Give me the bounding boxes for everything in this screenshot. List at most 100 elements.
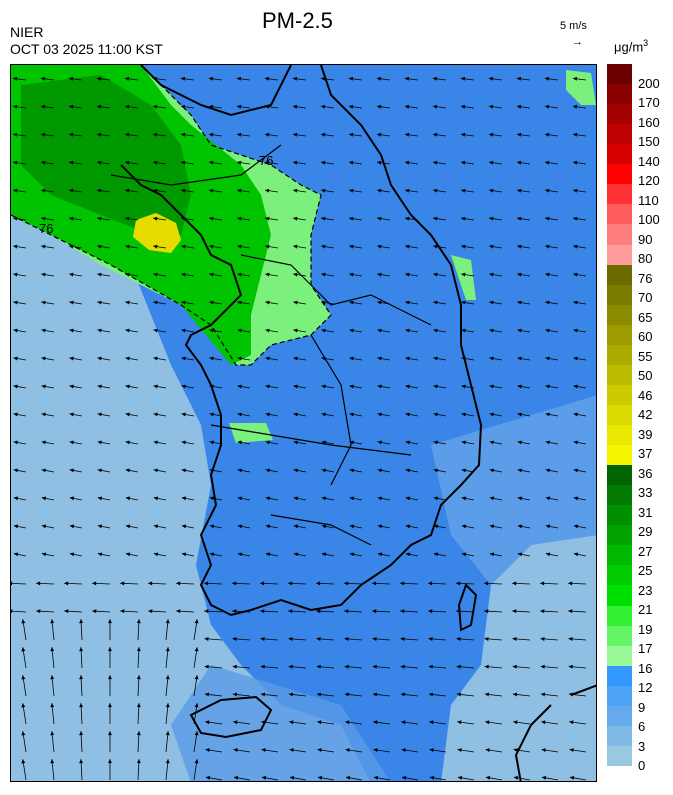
pm25-map[interactable]: 76 76 <box>10 64 597 782</box>
wind-arrow-head <box>13 188 18 193</box>
wind-arrow-head <box>344 636 349 641</box>
wind-arrow-head <box>461 356 466 361</box>
wind-arrow-head <box>344 581 349 586</box>
wind-arrow-head <box>461 188 466 193</box>
wind-arrow-head <box>69 412 74 417</box>
wind-arrow-head <box>461 272 466 277</box>
wind-arrow-head <box>513 720 518 725</box>
colorbar-cell <box>607 224 632 245</box>
wind-arrow-head <box>321 440 326 445</box>
colorbar-cell <box>607 384 632 406</box>
colorbar-cell <box>607 144 632 165</box>
wind-arrow-head <box>321 300 326 305</box>
wind-arrow-head <box>148 609 153 614</box>
wind-arrow-head <box>237 552 243 557</box>
wind-arrow-head <box>209 468 214 473</box>
colorbar-cell <box>607 344 632 366</box>
wind-arrow-head <box>165 759 170 764</box>
tsushima-island <box>457 583 478 632</box>
wind-arrow-head <box>237 244 242 249</box>
wind-arrow-head <box>428 581 433 586</box>
colorbar-label: 16 <box>638 660 653 676</box>
wind-arrow-head <box>204 664 209 669</box>
wind-arrow-head <box>204 636 209 641</box>
colorbar-cell <box>607 284 632 306</box>
wind-arrow-head <box>237 328 242 333</box>
wind-arrow-head <box>517 412 522 417</box>
colorbar-cell <box>607 565 632 586</box>
colorbar-label: 39 <box>638 426 653 442</box>
wind-arrow-head <box>433 188 438 193</box>
wind-arrow-head <box>540 609 545 614</box>
colorbar-label: 6 <box>638 719 646 735</box>
wind-arrow-head <box>516 104 522 109</box>
colorbar-label: 65 <box>638 309 653 325</box>
wind-arrow-head <box>512 581 517 586</box>
wind-arrow-head <box>517 440 522 445</box>
wind-arrow-head <box>433 300 438 305</box>
wind-arrow-head <box>316 664 321 669</box>
wind-scale-arrow-icon: → <box>572 36 583 48</box>
wind-arrow-head <box>432 132 438 137</box>
colorbar-cell <box>607 625 632 647</box>
wind-arrow-head <box>540 692 546 697</box>
wind-arrow-head <box>485 748 490 753</box>
unit-exponent: 3 <box>643 38 649 48</box>
wind-arrow-head <box>405 384 410 389</box>
colorbar-cell <box>607 665 632 687</box>
wind-arrow-head <box>233 748 238 753</box>
wind-arrow-head <box>545 468 550 473</box>
wind-arrow-head <box>377 328 382 333</box>
wind-arrow-head <box>489 300 494 305</box>
wind-arrow-head <box>125 328 130 333</box>
wind-arrow-head <box>377 384 382 389</box>
wind-arrow-head <box>153 328 158 333</box>
wind-arrow-head <box>97 216 102 221</box>
wind-arrow-head <box>489 384 494 389</box>
wind-arrow-head <box>97 272 102 277</box>
wind-arrow-head <box>12 132 18 137</box>
colorbar-cell <box>607 164 632 185</box>
wind-arrow-head <box>69 440 74 445</box>
wind-arrow-head <box>293 188 298 193</box>
wind-arrow-head <box>317 720 322 725</box>
wind-arrow-head <box>461 524 467 529</box>
wind-arrow-head <box>96 104 102 109</box>
colorbar-label: 50 <box>638 368 653 384</box>
wind-arrow-head <box>125 412 130 417</box>
wind-arrow-head <box>181 272 186 277</box>
wind-arrow-head <box>21 731 26 736</box>
wind-arrow-head <box>125 216 130 221</box>
wind-arrow-head <box>236 132 242 137</box>
wind-arrow-head <box>545 328 550 333</box>
wind-arrow-head <box>208 132 214 137</box>
colorbar-cell <box>607 304 632 326</box>
colorbar-legend <box>607 64 632 767</box>
wind-arrow-head <box>321 412 326 417</box>
colorbar-cell <box>607 725 632 747</box>
wind-arrow-head <box>432 76 438 81</box>
wind-arrow-head <box>13 552 19 557</box>
colorbar-cell <box>607 124 632 145</box>
map-title: PM-2.5 <box>262 8 333 33</box>
wind-arrow-head <box>233 775 239 780</box>
wind-arrow-head <box>489 272 494 277</box>
wind-arrow-head <box>405 160 410 165</box>
wind-arrow-head <box>460 104 466 109</box>
wind-arrow-head <box>264 104 270 109</box>
wind-arrow-head <box>456 692 462 697</box>
colorbar-label: 46 <box>638 387 653 403</box>
wind-arrow-head <box>489 468 494 473</box>
wind-arrow-head <box>517 216 522 221</box>
wind-arrow-head <box>545 188 550 193</box>
wind-arrow-head <box>377 552 383 557</box>
wind-arrow-head <box>136 731 141 736</box>
wind-arrow-head <box>489 412 494 417</box>
wind-arrow-head <box>180 104 186 109</box>
contour-76 <box>11 65 332 366</box>
wind-arrow-head <box>433 524 439 529</box>
colorbar-label: 33 <box>638 485 653 501</box>
wind-arrow-head <box>345 775 351 780</box>
wind-arrow-head <box>293 412 298 417</box>
wind-arrow-head <box>50 759 55 764</box>
